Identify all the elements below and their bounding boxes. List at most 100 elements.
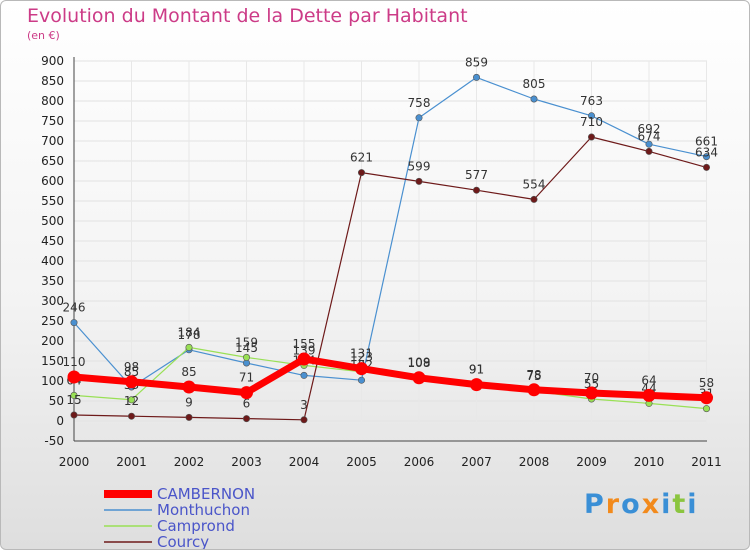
- data-label: 577: [465, 168, 488, 182]
- data-label: 758: [408, 96, 431, 110]
- data-label: 91: [469, 363, 484, 377]
- logo-letter: i: [661, 489, 673, 520]
- y-tick-label: 100: [41, 374, 64, 388]
- data-point: [182, 380, 196, 394]
- data-point: [702, 405, 710, 413]
- data-label: 64: [641, 373, 656, 387]
- logo-letter: i: [687, 489, 699, 520]
- data-label: 98: [124, 360, 139, 374]
- data-label: 246: [63, 301, 86, 315]
- y-tick-label: 750: [41, 114, 64, 128]
- data-label: 75: [526, 369, 541, 383]
- data-point: [587, 133, 595, 141]
- legend-label: CAMBERNON: [157, 485, 255, 503]
- data-label: 710: [580, 115, 603, 129]
- y-tick-label: 200: [41, 334, 64, 348]
- data-point: [700, 391, 713, 405]
- series-line-camprond: [73, 346, 707, 410]
- data-point: [702, 163, 710, 171]
- data-label: 85: [181, 365, 196, 379]
- logo-letter: t: [672, 489, 688, 520]
- data-label: 71: [239, 371, 254, 385]
- data-label: 763: [580, 94, 603, 108]
- y-tick-label: 500: [41, 214, 64, 228]
- data-point: [585, 386, 598, 400]
- data-label: 554: [523, 177, 546, 191]
- proxiti-logo: Proxiti: [584, 489, 699, 520]
- data-point: [355, 362, 368, 376]
- series-line-cambernon: [73, 355, 707, 402]
- data-label: 805: [523, 77, 546, 91]
- data-point: [530, 195, 538, 203]
- data-point: [412, 371, 426, 385]
- data-point: [527, 383, 541, 397]
- data-label: 3: [300, 398, 308, 412]
- data-label: 9: [185, 395, 193, 409]
- data-point: [125, 375, 138, 389]
- data-label: 178: [178, 328, 201, 342]
- y-tick-label: 0: [56, 414, 64, 428]
- data-label: 15: [66, 393, 81, 407]
- data-point: [300, 371, 308, 379]
- data-point: [185, 343, 193, 351]
- data-label: 634: [695, 145, 718, 159]
- data-label: 145: [235, 341, 258, 355]
- data-point: [415, 114, 423, 122]
- chart-title: Evolution du Montant de la Dette par Hab…: [27, 5, 468, 27]
- x-tick-label: 2007: [461, 455, 492, 469]
- legend-label: Camprond: [157, 517, 235, 535]
- data-point: [472, 73, 480, 81]
- data-label: 692: [638, 122, 661, 136]
- y-tick-label: 600: [41, 174, 64, 188]
- y-tick-label: 250: [41, 314, 64, 328]
- data-point: [645, 147, 653, 155]
- data-point: [470, 378, 483, 392]
- data-point: [128, 396, 136, 404]
- x-tick-label: 2000: [59, 455, 90, 469]
- x-tick-label: 2011: [691, 455, 722, 469]
- x-tick-label: 2001: [116, 455, 147, 469]
- y-tick-label: 400: [41, 254, 64, 268]
- data-point: [587, 112, 595, 120]
- y-tick-label: 850: [41, 74, 64, 88]
- data-label: 155: [293, 337, 316, 351]
- x-tick-label: 2009: [576, 455, 607, 469]
- data-point: [243, 353, 251, 361]
- data-label: 674: [638, 129, 661, 143]
- data-point: [297, 352, 311, 366]
- legend-label: Courcy: [157, 533, 209, 549]
- data-label: 70: [584, 371, 599, 385]
- logo-letter: x: [641, 489, 662, 520]
- x-tick-label: 2002: [174, 455, 205, 469]
- data-label: 85: [124, 365, 139, 379]
- data-label: 139: [293, 343, 316, 357]
- data-point: [70, 411, 78, 419]
- logo-letter: r: [605, 489, 622, 520]
- series-line-courcy: [73, 136, 707, 421]
- chart-subtitle: (en €): [27, 29, 60, 42]
- data-point: [357, 169, 365, 177]
- data-label: 78: [526, 368, 541, 382]
- y-tick-label: 300: [41, 294, 64, 308]
- logo-letter: o: [621, 489, 642, 520]
- data-point: [185, 413, 193, 421]
- data-point: [70, 319, 78, 327]
- data-label: 109: [408, 355, 431, 369]
- data-label: 159: [235, 335, 258, 349]
- y-tick-label: 50: [49, 394, 64, 408]
- y-tick-label: 900: [41, 54, 64, 68]
- data-point: [300, 416, 308, 424]
- data-label: 58: [699, 376, 714, 390]
- y-tick-label: 800: [41, 94, 64, 108]
- data-point: [70, 391, 78, 399]
- data-point: [240, 386, 253, 400]
- data-label: 621: [350, 151, 373, 165]
- y-tick-label: 450: [41, 234, 64, 248]
- data-label: 131: [350, 347, 373, 361]
- data-label: 110: [63, 355, 86, 369]
- data-point: [357, 376, 365, 384]
- data-point: [415, 177, 423, 185]
- y-tick-label: 550: [41, 194, 64, 208]
